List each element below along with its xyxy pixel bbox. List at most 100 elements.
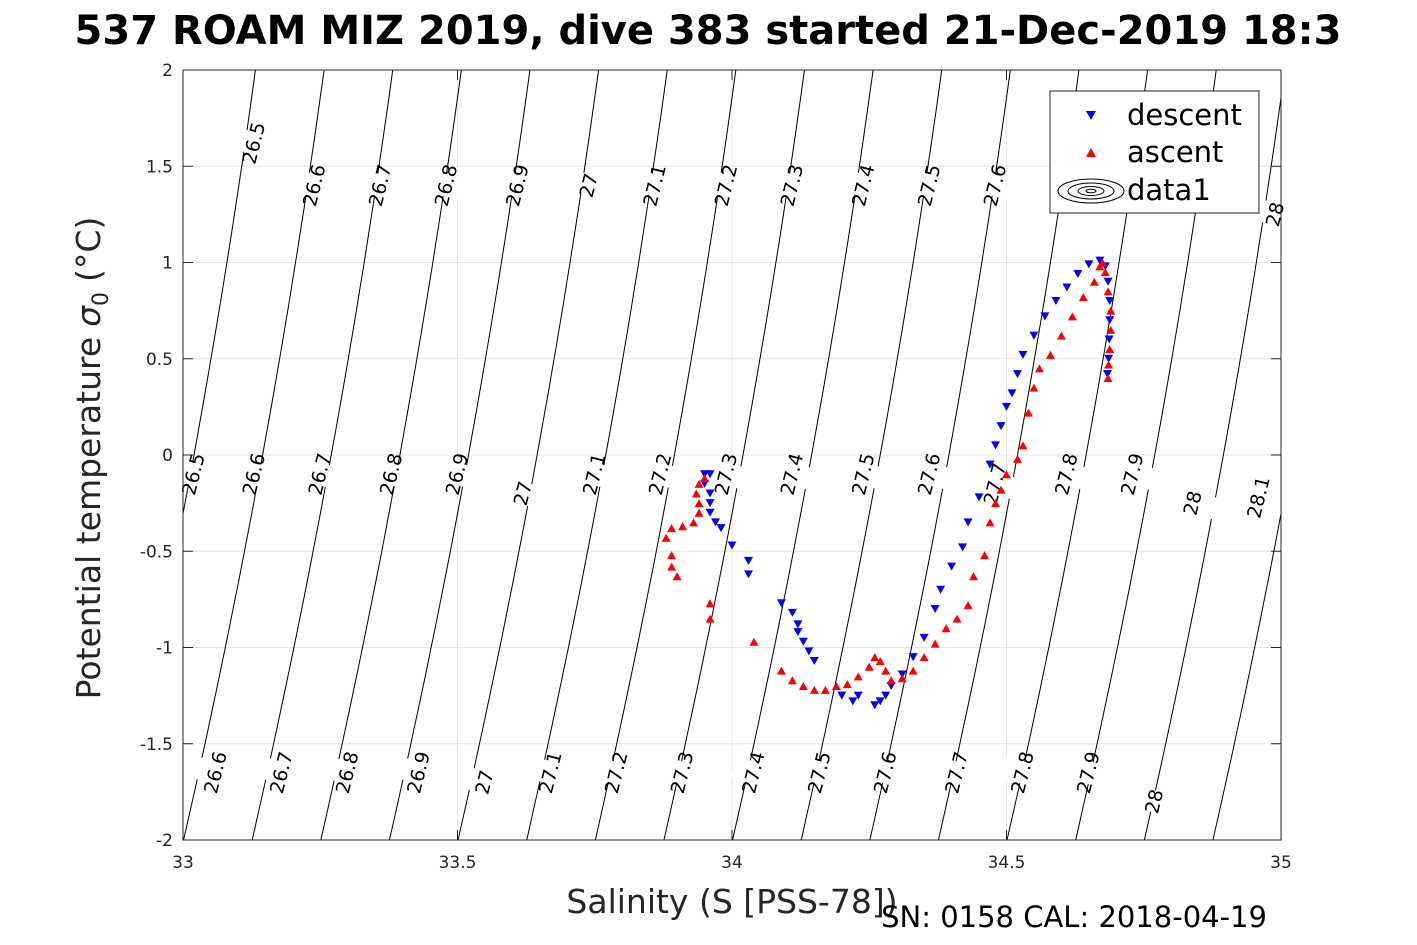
ascent-point bbox=[1105, 345, 1115, 354]
ascent-point bbox=[952, 614, 962, 623]
ascent-point bbox=[930, 639, 940, 648]
contour-label-bg bbox=[565, 169, 614, 202]
y-tick-label: -1 bbox=[156, 639, 173, 659]
ascent-point bbox=[1100, 268, 1110, 277]
legend-box bbox=[1049, 90, 1260, 214]
isopycnal-line bbox=[594, 70, 737, 840]
descent-point bbox=[727, 541, 737, 550]
descent-point bbox=[1029, 331, 1039, 340]
ascent-point bbox=[667, 562, 677, 571]
legend-descent-marker bbox=[1086, 111, 1096, 120]
isopycnal-line bbox=[663, 70, 805, 840]
ascent-point bbox=[1018, 441, 1028, 450]
descent-point bbox=[985, 460, 995, 469]
contour-label-bg bbox=[933, 756, 982, 789]
ascent-point bbox=[969, 572, 979, 581]
contour-label-bg bbox=[839, 169, 888, 202]
descent-point bbox=[793, 620, 803, 629]
ascent-point bbox=[941, 624, 951, 633]
isopycnal-line bbox=[251, 70, 394, 840]
x-tick-label: 33 bbox=[172, 853, 194, 873]
y-axis-label-main: Potential temperature bbox=[69, 337, 108, 699]
contour-label-bg bbox=[729, 756, 778, 789]
ascent-point bbox=[864, 662, 874, 671]
y-axis-label-unit: (°C) bbox=[69, 217, 108, 282]
ascent-point bbox=[1002, 470, 1011, 479]
ascent-point bbox=[886, 676, 896, 685]
descent-point bbox=[711, 518, 721, 527]
ascent-point bbox=[996, 485, 1006, 494]
ascent-point bbox=[1029, 383, 1039, 392]
descent-point bbox=[919, 633, 929, 642]
ascent-point bbox=[694, 499, 704, 508]
isopycnal-line bbox=[183, 70, 256, 517]
y-axis-label-subscript: 0 bbox=[89, 292, 114, 306]
descent-point bbox=[1073, 270, 1083, 279]
contour-label-bg bbox=[1108, 458, 1157, 491]
descent-point bbox=[787, 608, 797, 617]
contour-label-bg bbox=[290, 169, 339, 202]
descent-point bbox=[996, 422, 1006, 431]
contour-label-bg bbox=[768, 169, 817, 202]
ascent-point bbox=[1067, 312, 1077, 321]
ascent-point bbox=[705, 614, 715, 623]
ascent-point bbox=[1056, 331, 1066, 340]
descent-point bbox=[1103, 370, 1113, 379]
ascent-point bbox=[881, 666, 891, 675]
contour-label-bg bbox=[1251, 198, 1300, 231]
legend: descent ascent data1 bbox=[1049, 90, 1260, 214]
contour-label-bg bbox=[998, 756, 1047, 789]
descent-point bbox=[837, 691, 847, 700]
descent-point bbox=[1018, 350, 1028, 359]
ascent-point bbox=[1034, 364, 1044, 373]
ascent-point bbox=[667, 524, 677, 533]
contour-label-bg bbox=[658, 756, 707, 789]
isopycnal-line bbox=[869, 70, 1011, 840]
contour-label-bg bbox=[570, 458, 619, 491]
ascent-point bbox=[1089, 277, 1099, 286]
ascent-point bbox=[694, 508, 704, 517]
ascent-point bbox=[1106, 306, 1116, 315]
ascent-point bbox=[1098, 258, 1108, 267]
y-tick-label: -1.5 bbox=[140, 735, 173, 755]
contour-label-bg bbox=[1235, 481, 1284, 514]
descent-point bbox=[1104, 335, 1114, 344]
ascent-point bbox=[689, 518, 699, 527]
legend-data1-label: data1 bbox=[1127, 173, 1211, 207]
contour-label-bg bbox=[861, 756, 910, 789]
descent-point bbox=[804, 647, 814, 656]
contour-label-bg bbox=[296, 458, 345, 491]
contour-label-bg bbox=[493, 169, 542, 202]
y-tick-label: 1 bbox=[162, 254, 173, 274]
isopycnal-line bbox=[732, 70, 874, 840]
contour-label-bg bbox=[702, 458, 751, 491]
ascent-point bbox=[691, 489, 701, 498]
isopycnal-line bbox=[320, 70, 462, 840]
y-tick-label: -2 bbox=[156, 831, 173, 851]
ascent-point bbox=[705, 599, 715, 608]
contour-label-bg bbox=[499, 477, 548, 510]
contour-label-bg bbox=[768, 458, 817, 491]
descent-point bbox=[793, 628, 803, 637]
ascent-point bbox=[980, 551, 990, 560]
contour-label-bg bbox=[1130, 785, 1179, 818]
chart-title: 537 ROAM MIZ 2019, dive 383 started 21-D… bbox=[75, 8, 1342, 54]
ascent-point bbox=[820, 685, 830, 694]
contour-label-bg bbox=[839, 458, 888, 491]
ascent-point bbox=[1023, 408, 1033, 417]
descent-point bbox=[881, 691, 891, 700]
descent-point bbox=[1095, 256, 1105, 265]
ascent-point bbox=[1012, 454, 1022, 463]
descent-point bbox=[705, 508, 715, 517]
isopycnal-line bbox=[1212, 511, 1281, 840]
ascent-point bbox=[875, 656, 885, 665]
contour-label-bg bbox=[1064, 756, 1113, 789]
data-points bbox=[661, 256, 1116, 710]
x-axis-label: Salinity (S [PSS-78]) bbox=[566, 882, 897, 921]
contour-label-bg bbox=[323, 756, 372, 789]
descent-point bbox=[930, 605, 940, 613]
descent-point bbox=[809, 656, 819, 665]
contour-labels: 26.526.6 26.7 26.8 26.9 27 27.1 27.2 27.3 27.4 27… bbox=[169, 120, 1300, 818]
descent-point bbox=[1007, 389, 1017, 398]
descent-point bbox=[1002, 402, 1011, 411]
